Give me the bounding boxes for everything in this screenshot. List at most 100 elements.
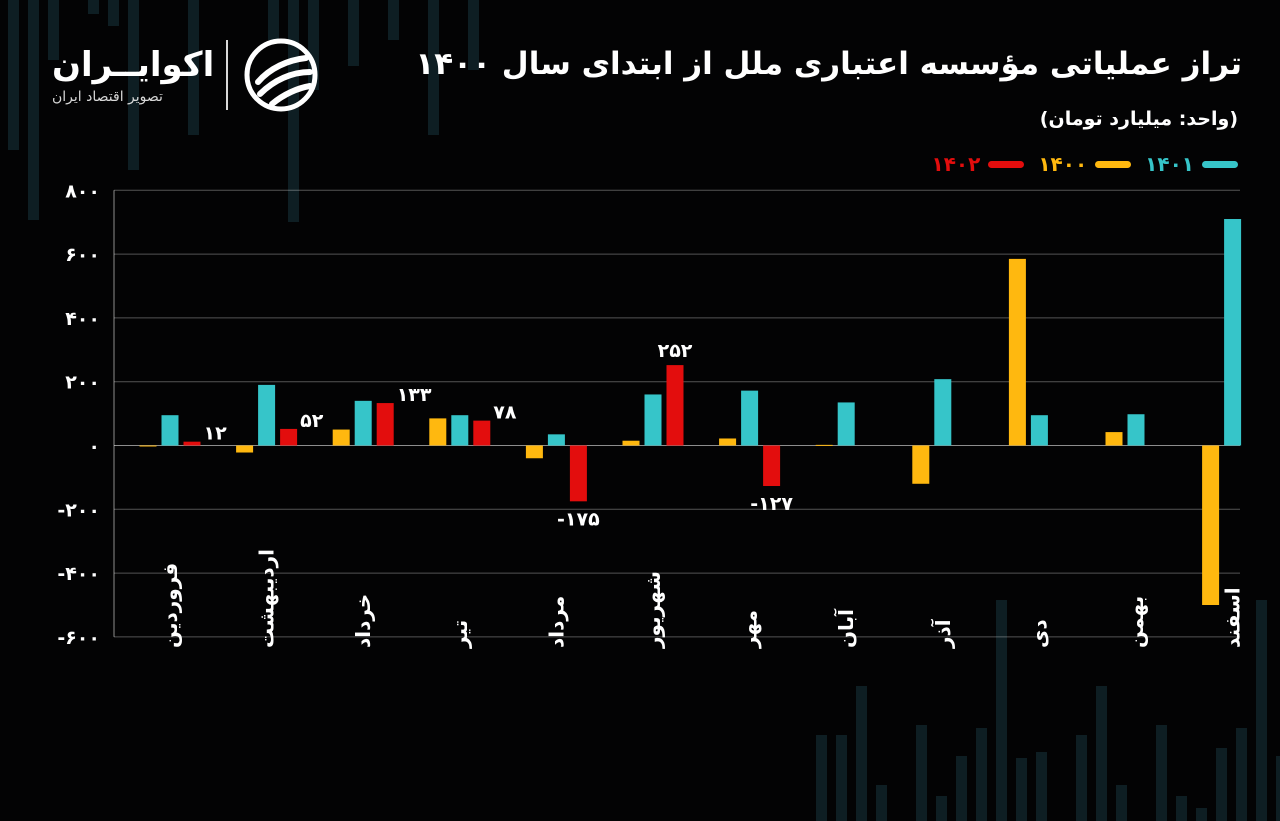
bar bbox=[1105, 432, 1123, 446]
bar bbox=[934, 379, 952, 446]
decorative-bar bbox=[88, 0, 99, 14]
legend-label: ۱۴۰۱ bbox=[1145, 152, 1194, 176]
bar bbox=[719, 438, 737, 446]
bar bbox=[354, 400, 372, 446]
bar bbox=[139, 445, 157, 447]
decorative-bar bbox=[1256, 600, 1267, 821]
bar bbox=[741, 390, 759, 446]
x-tick-label: آذر bbox=[930, 618, 955, 649]
y-tick-label: -۲۰۰ bbox=[57, 499, 100, 521]
x-tick-label: مرداد bbox=[544, 596, 568, 648]
logo-wordmark: اکوایــران تصویر اقتصاد ایران bbox=[52, 45, 214, 105]
data-label: -۱۷۵ bbox=[557, 508, 600, 530]
decorative-bar bbox=[1216, 748, 1227, 821]
decorative-bar bbox=[1116, 785, 1127, 821]
x-tick-label: شهریور bbox=[641, 571, 665, 649]
data-label: -۱۲۷ bbox=[750, 493, 793, 515]
x-tick-label: خرداد bbox=[351, 594, 375, 648]
decorative-bar bbox=[268, 0, 279, 40]
decorative-bar bbox=[1096, 686, 1107, 821]
decorative-bar bbox=[1236, 728, 1247, 821]
decorative-bar bbox=[1076, 735, 1087, 821]
logo-divider bbox=[226, 40, 229, 110]
decorative-bar bbox=[308, 0, 319, 90]
bar bbox=[451, 415, 469, 446]
decorative-bar bbox=[188, 0, 199, 135]
decorative-bar bbox=[28, 0, 39, 220]
legend-item-1401: ۱۴۰۱ bbox=[1145, 152, 1238, 176]
y-tick-label: ۶۰۰ bbox=[65, 244, 100, 266]
x-tick-label: اردیبهشت bbox=[255, 549, 279, 648]
decorative-bar bbox=[108, 0, 119, 26]
chart-title: تراز عملیاتی مؤسسه اعتباری ملل از ابتدای… bbox=[415, 46, 1242, 82]
bar bbox=[376, 403, 394, 446]
bar bbox=[332, 429, 350, 446]
logo-tagline: تصویر اقتصاد ایران bbox=[52, 89, 163, 105]
x-tick-label: فروردین bbox=[158, 563, 182, 648]
data-label: ۵۲ bbox=[300, 410, 324, 432]
decorative-bar bbox=[1036, 752, 1047, 821]
bar bbox=[837, 402, 855, 446]
logo-emblem-icon bbox=[244, 38, 318, 112]
legend-label: ۱۴۰۲ bbox=[931, 152, 981, 176]
x-tick-label: آبان bbox=[833, 608, 858, 648]
y-tick-label: ۸۰۰ bbox=[65, 180, 100, 202]
decorative-bar bbox=[956, 756, 967, 821]
decorative-bar bbox=[1156, 725, 1167, 821]
decorative-bar bbox=[48, 0, 59, 60]
bar bbox=[569, 445, 587, 502]
y-tick-label: ۲۰۰ bbox=[65, 372, 100, 394]
x-tick-label: دی bbox=[1027, 619, 1051, 648]
decorative-bar bbox=[916, 725, 927, 821]
logo: اکوایــران تصویر اقتصاد ایران bbox=[52, 38, 318, 112]
data-label: ۱۲ bbox=[204, 423, 228, 445]
decorative-bar bbox=[8, 0, 19, 150]
bar bbox=[1030, 415, 1048, 446]
decorative-bar bbox=[1016, 758, 1027, 821]
bar bbox=[763, 445, 781, 487]
legend-label: ۱۴۰۰ bbox=[1038, 152, 1088, 176]
x-tick-label: مهر bbox=[738, 610, 762, 649]
bar bbox=[547, 434, 565, 446]
decorative-bar bbox=[428, 0, 439, 135]
decorative-bar bbox=[1276, 756, 1280, 821]
decorative-bar bbox=[1196, 808, 1207, 821]
decorative-bar bbox=[468, 0, 479, 70]
bar bbox=[1202, 445, 1220, 605]
bar bbox=[525, 445, 543, 459]
legend-item-1400: ۱۴۰۰ bbox=[1038, 152, 1132, 176]
data-label: ۲۵۲ bbox=[658, 340, 693, 362]
legend-swatch bbox=[1095, 160, 1132, 168]
y-tick-label: -۶۰۰ bbox=[57, 627, 100, 649]
legend-item-1402: ۱۴۰۲ bbox=[932, 152, 1025, 176]
bar bbox=[1127, 414, 1145, 446]
bar bbox=[183, 441, 201, 446]
bar bbox=[1224, 219, 1242, 446]
bar bbox=[912, 445, 930, 484]
logo-name: اکوایــران bbox=[52, 45, 215, 85]
data-label: ۷۸ bbox=[493, 402, 517, 424]
x-tick-label: تیر bbox=[448, 620, 472, 649]
bar bbox=[429, 418, 447, 446]
bar bbox=[236, 445, 254, 453]
decorative-bar bbox=[816, 735, 827, 821]
bar bbox=[161, 415, 179, 446]
bar bbox=[473, 420, 491, 446]
decorative-bar bbox=[128, 0, 139, 170]
y-tick-label: ۰ bbox=[88, 436, 100, 458]
decorative-bar bbox=[996, 600, 1007, 821]
decorative-bar bbox=[388, 0, 399, 40]
decorative-bar bbox=[348, 0, 359, 66]
chart-legend: ۱۴۰۱ ۱۴۰۰ ۱۴۰۲ bbox=[932, 152, 1238, 176]
legend-swatch bbox=[1202, 160, 1238, 168]
decorative-bar bbox=[836, 735, 847, 821]
y-tick-label: ۴۰۰ bbox=[65, 308, 100, 330]
legend-swatch bbox=[988, 160, 1025, 168]
decorative-bar bbox=[1176, 796, 1187, 821]
decorative-bar bbox=[856, 686, 867, 821]
bar bbox=[258, 384, 276, 446]
bar bbox=[1008, 258, 1026, 446]
bar bbox=[644, 394, 662, 446]
